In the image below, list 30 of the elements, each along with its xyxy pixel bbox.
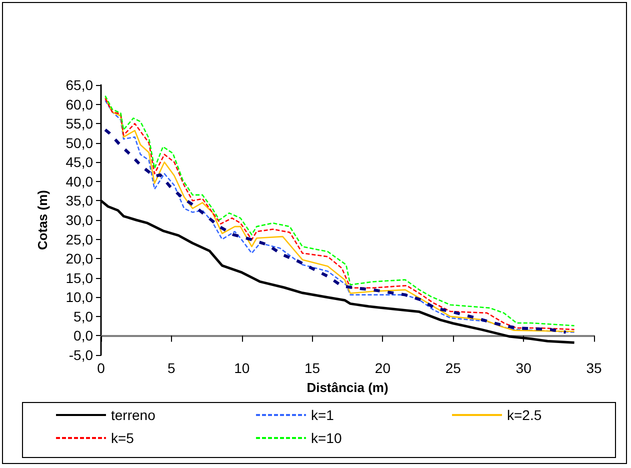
y-axis-title: Cotas (m)	[35, 190, 50, 250]
y-tick-label: 20,0	[66, 250, 94, 267]
legend-label: k=5	[111, 430, 134, 446]
x-tick-label: 5	[168, 360, 176, 376]
x-tick-label: 25	[445, 360, 462, 376]
legend-label: k=1	[311, 407, 334, 423]
x-tick-label: 10	[234, 360, 250, 376]
x-tick-label: 20	[374, 360, 391, 376]
legend-label: k=10	[311, 430, 342, 446]
y-tick-label: 10,0	[66, 289, 94, 306]
legend-label: k=2.5	[507, 407, 542, 423]
x-axis-title: Distância (m)	[306, 380, 388, 395]
y-tick-label: 30,0	[66, 212, 94, 228]
y-tick-label: 65,0	[66, 77, 94, 93]
y-tick-label: 15,0	[66, 270, 94, 286]
x-tick-label: 0	[97, 360, 106, 376]
y-tick-label: 35,0	[66, 192, 94, 209]
y-tick-label: -5,0	[68, 347, 94, 363]
x-tick-label: 35	[586, 360, 602, 376]
y-tick-label: 25,0	[66, 231, 94, 248]
y-tick-label: 40,0	[66, 173, 94, 190]
legend-label: terreno	[111, 407, 156, 423]
y-tick-label: 45,0	[66, 154, 94, 170]
y-tick-label: 5,0	[74, 308, 94, 324]
y-tick-label: 50,0	[66, 134, 94, 151]
x-tick-label: 15	[304, 360, 320, 376]
x-tick-label: 30	[516, 360, 532, 376]
y-tick-label: 55,0	[66, 116, 94, 132]
y-tick-label: 0,0	[74, 328, 94, 344]
y-tick-label: 60,0	[66, 96, 94, 112]
